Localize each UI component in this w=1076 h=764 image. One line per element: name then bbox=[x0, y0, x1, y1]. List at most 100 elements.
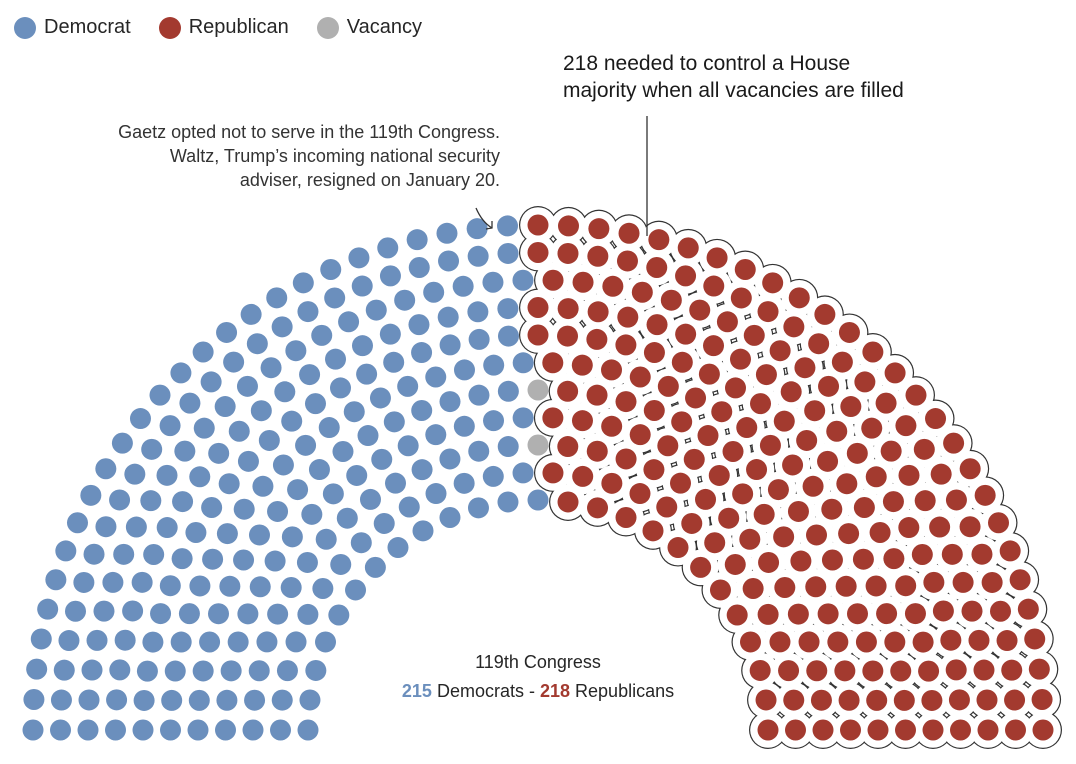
democrat-seat bbox=[95, 458, 117, 480]
republican-seat bbox=[905, 384, 927, 406]
republican-seat bbox=[773, 526, 795, 548]
republican-seat bbox=[817, 450, 839, 472]
democrat-seat bbox=[328, 604, 350, 626]
vacancy-dot-icon bbox=[316, 16, 339, 39]
republican-seat bbox=[617, 306, 639, 328]
democrat-seat bbox=[81, 659, 103, 681]
democrat-seat bbox=[143, 543, 165, 565]
democrat-seat bbox=[122, 600, 144, 622]
republican-seat bbox=[835, 575, 857, 597]
republican-seat bbox=[875, 392, 897, 414]
republican-seat bbox=[976, 689, 998, 711]
democrat-seat bbox=[270, 719, 291, 741]
democrat-seat bbox=[216, 321, 238, 343]
democrat-seat bbox=[37, 598, 59, 620]
republican-seat bbox=[932, 600, 954, 622]
republican-seat bbox=[1024, 628, 1046, 650]
democrat-seat bbox=[324, 287, 346, 309]
majority-annotation: 218 needed to control a House majority w… bbox=[563, 50, 904, 104]
republican-seat bbox=[704, 532, 726, 554]
republican-seat bbox=[671, 351, 693, 373]
republican-seat bbox=[587, 245, 609, 267]
democrat-seat bbox=[383, 351, 405, 373]
democrat-seat bbox=[228, 420, 250, 442]
democrat-seat bbox=[160, 719, 181, 741]
republican-seat bbox=[675, 265, 697, 287]
democrat-seat bbox=[252, 475, 274, 497]
democrat-seat bbox=[318, 417, 340, 439]
democrat-seat bbox=[322, 483, 344, 505]
republican-seat bbox=[783, 689, 805, 711]
democrat-seat bbox=[285, 631, 307, 653]
republican-seat bbox=[838, 689, 860, 711]
republican-seat bbox=[542, 352, 564, 374]
democrat-seat bbox=[497, 325, 519, 347]
republican-seat bbox=[806, 524, 828, 546]
republican-seat bbox=[746, 459, 768, 481]
democrat-seat bbox=[280, 577, 302, 598]
republican-seat bbox=[660, 289, 682, 311]
democrat-seat bbox=[240, 303, 262, 325]
republican-seat bbox=[895, 415, 917, 437]
republican-seat bbox=[912, 631, 934, 653]
republican-seat bbox=[865, 466, 887, 488]
democrat-seat bbox=[350, 532, 372, 554]
republican-seat bbox=[796, 429, 818, 451]
republican-seat bbox=[758, 551, 780, 573]
republican-seat bbox=[785, 719, 806, 741]
democrat-seat bbox=[398, 496, 420, 518]
republican-seat bbox=[798, 631, 820, 653]
republican-seat bbox=[862, 341, 884, 363]
democrat-seat bbox=[58, 630, 80, 652]
republican-seat bbox=[1005, 719, 1026, 741]
republican-seat bbox=[778, 660, 800, 682]
republican-seat bbox=[945, 659, 967, 681]
democrat-seat bbox=[364, 556, 386, 578]
dem-count: 215 bbox=[401, 681, 432, 701]
republican-seat bbox=[586, 328, 608, 350]
republican-seat bbox=[648, 229, 670, 251]
democrat-seat bbox=[237, 603, 259, 625]
democrat-seat bbox=[86, 629, 108, 651]
republican-seat bbox=[675, 323, 697, 345]
democrat-seat bbox=[452, 275, 474, 297]
democrat-seat bbox=[423, 281, 445, 303]
democrat-seat bbox=[271, 316, 293, 338]
republican-seat bbox=[989, 600, 1011, 622]
democrat-seat bbox=[189, 466, 211, 488]
democrat-seat bbox=[295, 434, 317, 456]
republican-seat bbox=[629, 483, 651, 505]
republican-seat bbox=[773, 410, 795, 432]
democrat-seat bbox=[439, 507, 461, 529]
republican-seat bbox=[708, 464, 730, 486]
republican-seat bbox=[722, 440, 744, 462]
democrat-seat bbox=[330, 377, 351, 399]
republican-seat bbox=[718, 507, 740, 529]
republican-seat bbox=[571, 410, 593, 432]
democrat-seat bbox=[411, 400, 433, 422]
republican-seat bbox=[542, 269, 564, 291]
republican-seat bbox=[769, 340, 791, 362]
republican-seat bbox=[884, 631, 906, 653]
republican-seat bbox=[725, 377, 746, 399]
republican-seat bbox=[690, 556, 712, 578]
republican-seat bbox=[882, 491, 904, 513]
democrat-seat bbox=[150, 603, 172, 625]
republican-seat bbox=[615, 507, 637, 529]
democrat-seat bbox=[208, 442, 230, 464]
democrat-seat bbox=[189, 575, 211, 597]
republican-seat bbox=[852, 548, 874, 570]
vacant-seat bbox=[527, 379, 549, 401]
democrat-seat bbox=[267, 603, 289, 625]
republican-seat bbox=[787, 603, 809, 625]
democrat-seat bbox=[336, 507, 358, 529]
democrat-seat bbox=[218, 473, 240, 495]
republican-seat bbox=[834, 660, 856, 682]
republican-seat bbox=[527, 242, 549, 263]
democrat-seat bbox=[170, 362, 192, 384]
majority-line-1: 218 needed to control a House bbox=[563, 52, 851, 75]
democrat-seat bbox=[383, 411, 405, 433]
republican-seat bbox=[602, 275, 624, 297]
republican-seat bbox=[732, 483, 754, 505]
democrat-seat bbox=[129, 408, 151, 430]
